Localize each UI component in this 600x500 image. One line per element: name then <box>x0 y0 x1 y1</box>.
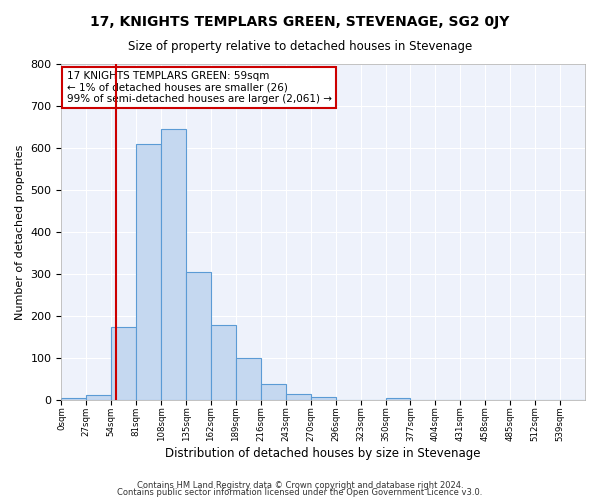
Text: Size of property relative to detached houses in Stevenage: Size of property relative to detached ho… <box>128 40 472 53</box>
Bar <box>211 324 236 400</box>
Text: 17, KNIGHTS TEMPLARS GREEN, STEVENAGE, SG2 0JY: 17, KNIGHTS TEMPLARS GREEN, STEVENAGE, S… <box>91 15 509 29</box>
Y-axis label: Number of detached properties: Number of detached properties <box>15 144 25 320</box>
Bar <box>386 398 410 400</box>
Bar <box>286 394 311 400</box>
Text: Contains HM Land Registry data © Crown copyright and database right 2024.: Contains HM Land Registry data © Crown c… <box>137 480 463 490</box>
Bar <box>86 396 111 400</box>
Bar <box>236 358 261 401</box>
Bar <box>161 129 186 400</box>
Text: Contains public sector information licensed under the Open Government Licence v3: Contains public sector information licen… <box>118 488 482 497</box>
Bar <box>61 398 86 400</box>
Bar <box>136 144 161 401</box>
Text: 17 KNIGHTS TEMPLARS GREEN: 59sqm
← 1% of detached houses are smaller (26)
99% of: 17 KNIGHTS TEMPLARS GREEN: 59sqm ← 1% of… <box>67 70 332 104</box>
Bar <box>111 326 136 400</box>
Bar <box>186 272 211 400</box>
Bar <box>311 397 335 400</box>
Bar <box>261 384 286 400</box>
X-axis label: Distribution of detached houses by size in Stevenage: Distribution of detached houses by size … <box>166 447 481 460</box>
